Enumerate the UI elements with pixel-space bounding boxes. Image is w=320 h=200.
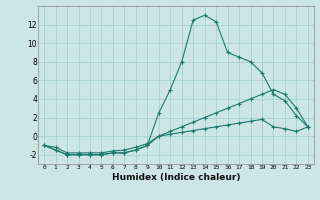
X-axis label: Humidex (Indice chaleur): Humidex (Indice chaleur)	[112, 173, 240, 182]
